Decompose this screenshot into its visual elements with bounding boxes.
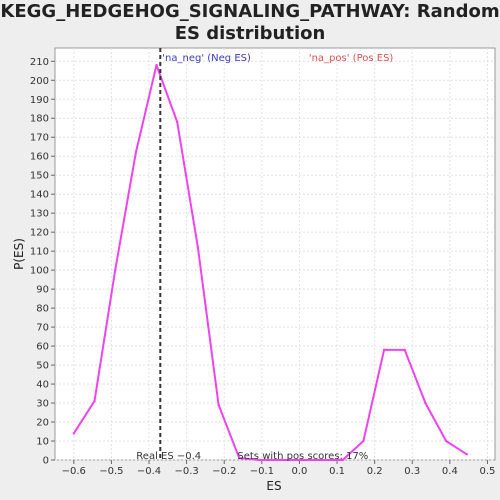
data-point [238,456,241,460]
plot-area [54,47,496,461]
y-tick-label: 50 [36,361,49,372]
data-point [403,348,406,352]
grid [55,48,495,461]
y-tick-label: 170 [30,133,49,144]
data-point [424,401,427,405]
x-tick-label: 0.4 [442,466,458,477]
real-es-label: Real ES −0.4 [136,451,201,462]
y-tick-label: 90 [36,285,49,296]
y-tick-label: 70 [36,323,49,334]
y-tick-label: 80 [36,304,49,315]
y-tick-label: 10 [36,437,49,448]
x-tick-label: −0.1 [250,466,274,477]
data-point [134,151,138,154]
y-tick-label: 190 [30,95,49,106]
data-point [258,458,262,462]
y-tick-label: 0 [43,456,49,467]
x-tick-label: −0.2 [212,466,236,477]
x-tick-label: 0.2 [367,466,383,477]
x-tick-label: −0.4 [137,466,161,477]
ticks: −0.6 −0.5 −0.4 −0.3 −0.2 −0.1 0.0 0.1 0.2 0.3 0.4 0… [30,57,496,477]
data-point [362,439,365,443]
data-point [93,399,96,403]
y-tick-label: 180 [30,114,49,125]
y-tick-label: 130 [30,209,49,220]
y-tick-label: 160 [30,152,49,163]
data-point [279,458,282,462]
data-point [196,246,200,249]
x-tick-label: 0.1 [329,466,345,477]
y-tick-label: 20 [36,418,49,429]
x-tick-label: 0.3 [404,466,420,477]
x-tick-label: −0.6 [62,466,86,477]
x-tick-label: 0.0 [291,466,307,477]
y-tick-label: 30 [36,399,49,410]
y-tick-label: 40 [36,380,49,391]
y-axis-label: P(ES) [12,238,26,270]
y-tick-label: 60 [36,342,49,353]
y-tick-label: 100 [30,266,49,277]
series-line [72,64,468,461]
data-point [155,63,158,67]
data-point [382,348,386,352]
x-tick-label: −0.5 [99,466,123,477]
pos-es-label: 'na_pos' (Pos ES) [309,53,394,64]
x-tick-label: 0.5 [480,466,496,477]
y-tick-label: 140 [30,190,49,201]
data-point [320,458,324,462]
y-tick-label: 210 [30,57,49,68]
data-point [341,458,344,462]
data-point [444,439,448,443]
data-point [465,453,468,456]
x-axis-label: ES [266,479,281,493]
y-tick-label: 110 [30,247,49,258]
data-point [72,432,76,435]
x-tick-label: −0.3 [174,466,198,477]
sets-pos-score-label: Sets with pos scores: 17% [237,451,368,462]
data-point [176,120,179,124]
data-point [300,458,303,462]
neg-es-label: 'na_neg' (Neg ES) [162,53,251,64]
series [72,63,468,462]
y-tick-label: 200 [30,76,49,87]
chart-title: KEGG_HEDGEHOG_SIGNALING_PATHWAY: Random … [0,1,500,44]
data-point [217,403,220,407]
data-point [113,268,117,272]
y-tick-label: 150 [30,171,49,182]
y-tick-label: 120 [30,228,49,239]
